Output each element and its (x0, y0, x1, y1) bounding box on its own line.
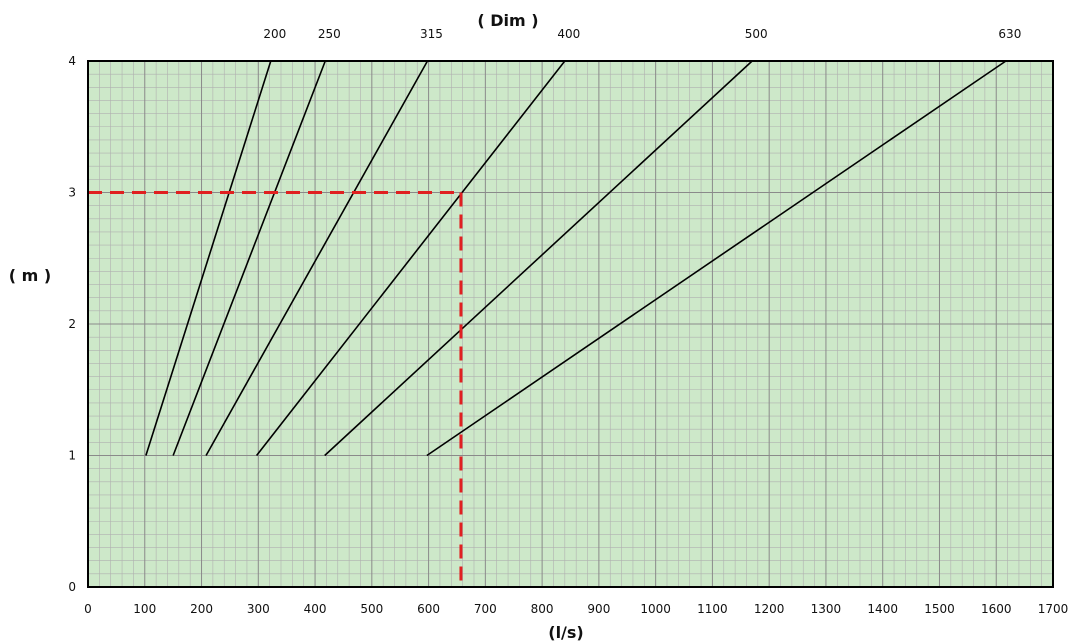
dim-label-400: 400 (557, 27, 580, 41)
x-tick-label: 600 (417, 602, 440, 616)
x-tick-label: 1500 (924, 602, 955, 616)
x-tick-label: 700 (474, 602, 497, 616)
y-tick-labels: 0 1 2 3 4 (68, 54, 76, 594)
chart-title: ( Dim ) (477, 11, 538, 30)
series-line-400 (255, 60, 566, 456)
y-tick-label: 0 (68, 580, 76, 594)
x-tick-label: 0 (84, 602, 92, 616)
x-tick-label: 1700 (1038, 602, 1069, 616)
x-tick-label: 200 (190, 602, 213, 616)
dim-label-200: 200 (263, 27, 286, 41)
x-tick-label: 1300 (811, 602, 842, 616)
y-tick-label: 4 (68, 54, 76, 68)
dim-label-315: 315 (420, 27, 443, 41)
x-tick-label: 1000 (640, 602, 671, 616)
x-tick-label: 900 (587, 602, 610, 616)
series-line-200 (145, 60, 272, 456)
series-line-630 (426, 60, 1007, 457)
dim-label-250: 250 (318, 27, 341, 41)
x-tick-label: 500 (360, 602, 383, 616)
series-dim-labels: 200 250 315 400 500 630 (263, 27, 1021, 41)
x-tick-label: 400 (304, 602, 327, 616)
x-tick-label: 1100 (697, 602, 728, 616)
x-tick-label: 1400 (867, 602, 898, 616)
x-axis-title: (l/s) (548, 623, 583, 642)
series-line-315 (205, 60, 429, 456)
x-tick-label: 800 (531, 602, 554, 616)
y-tick-label: 3 (68, 186, 76, 200)
series-line-250 (172, 60, 327, 456)
x-tick-label: 300 (247, 602, 270, 616)
major-grid (88, 61, 1053, 587)
series-line-500 (324, 60, 753, 457)
dashed-annotation (88, 191, 463, 585)
plot-frame (87, 60, 1054, 588)
x-tick-label: 1600 (981, 602, 1012, 616)
series-lines (145, 60, 1007, 457)
x-tick-label: 1200 (754, 602, 785, 616)
x-tick-labels: 0 100 200 300 400 500 600 700 800 900 1000 1100 1200… (84, 602, 1068, 616)
y-tick-label: 2 (68, 317, 76, 331)
dim-label-630: 630 (998, 27, 1021, 41)
y-tick-label: 1 (68, 449, 76, 463)
x-tick-label: 100 (133, 602, 156, 616)
dim-label-500: 500 (745, 27, 768, 41)
y-axis-title: ( m ) (9, 266, 51, 285)
